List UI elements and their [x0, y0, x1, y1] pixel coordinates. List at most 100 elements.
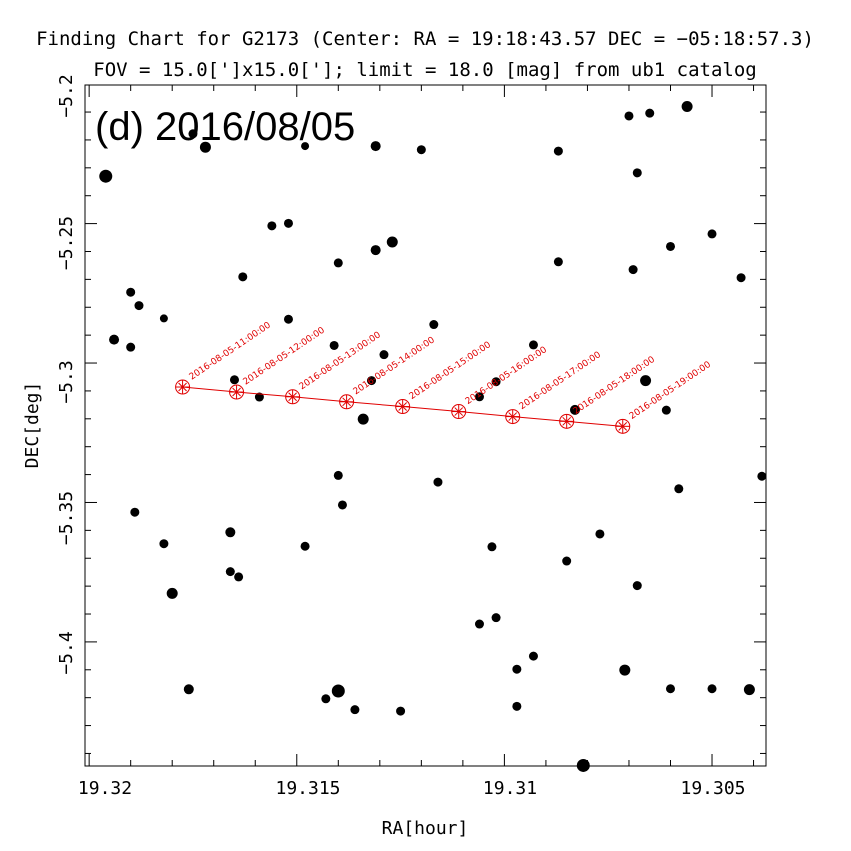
track-marker-crosshair	[288, 392, 297, 402]
star-point	[367, 376, 377, 386]
star-point	[357, 413, 369, 425]
object-track: 2016-08-05-11:00:002016-08-05-12:00:0020…	[175, 320, 713, 434]
star-point	[681, 100, 693, 112]
star-point	[736, 273, 746, 283]
star-point	[491, 613, 501, 623]
star-point	[491, 377, 501, 387]
star-point	[576, 758, 590, 772]
star-point	[99, 169, 113, 183]
star-point	[429, 320, 439, 330]
y-tick-label: −5.2	[56, 74, 77, 117]
star-point	[474, 619, 484, 629]
star-point	[433, 477, 443, 487]
star-point	[283, 314, 293, 324]
star-point	[619, 664, 631, 676]
star-point	[159, 539, 169, 549]
track-marker-crosshair	[508, 412, 518, 421]
y-tick-label: −5.4	[56, 631, 77, 674]
star-point	[225, 567, 235, 577]
star-point	[632, 168, 642, 178]
star-point	[300, 541, 310, 551]
x-tick-label: 19.32	[78, 778, 132, 799]
star-point	[229, 375, 239, 385]
axis-ticks	[85, 85, 766, 766]
star-point	[632, 581, 642, 591]
star-point	[396, 706, 406, 716]
star-point	[350, 705, 360, 715]
x-tick-label: 19.31	[483, 778, 537, 799]
track-marker-crosshair	[342, 397, 351, 407]
star-point	[512, 664, 522, 674]
star-point	[757, 471, 767, 481]
plot-frame	[84, 84, 767, 767]
star-point	[624, 111, 634, 121]
star-point	[665, 241, 675, 251]
x-axis-label: RA[hour]	[382, 818, 469, 839]
chart-title-line2: FOV = 15.0[']x15.0[']; limit = 18.0 [mag…	[93, 59, 756, 81]
star-point	[134, 301, 144, 311]
star-point	[283, 218, 293, 228]
star-point	[331, 684, 345, 698]
star-point	[159, 314, 168, 323]
star-field	[99, 100, 767, 772]
y-tick-label: −5.3	[56, 360, 77, 403]
star-point	[707, 684, 717, 694]
star-point	[238, 272, 248, 282]
star-point	[130, 507, 140, 517]
star-point	[333, 470, 343, 480]
star-point	[329, 340, 339, 350]
star-point	[199, 141, 211, 153]
star-point	[528, 340, 538, 350]
star-point	[254, 392, 264, 402]
track-marker-crosshair	[562, 416, 572, 426]
star-point	[379, 350, 389, 360]
star-point	[707, 229, 717, 239]
star-point	[674, 484, 684, 494]
star-point	[109, 334, 120, 345]
star-point	[183, 684, 194, 695]
star-point	[234, 572, 244, 582]
star-point	[126, 342, 136, 352]
star-point	[337, 500, 347, 510]
track-marker-crosshair	[454, 407, 464, 416]
star-point	[386, 236, 398, 248]
star-point	[553, 146, 563, 156]
star-point	[628, 265, 638, 275]
x-tick-label: 19.315	[275, 778, 340, 799]
star-point	[301, 142, 310, 151]
star-point	[416, 145, 426, 155]
star-point	[528, 651, 538, 661]
star-point	[743, 684, 755, 696]
y-tick-label: −5.35	[56, 491, 77, 545]
star-point	[553, 257, 563, 267]
star-point	[166, 587, 178, 599]
x-tick-label: 19.305	[680, 778, 745, 799]
star-point	[474, 392, 484, 402]
track-marker-crosshair	[232, 387, 241, 397]
star-point	[267, 221, 277, 231]
star-point	[562, 556, 572, 566]
star-point	[640, 375, 652, 387]
star-point	[645, 108, 655, 118]
star-point	[661, 405, 671, 415]
y-tick-label: −5.25	[56, 216, 77, 270]
star-point	[370, 245, 381, 256]
track-marker-crosshair	[398, 402, 408, 411]
star-point	[487, 542, 497, 552]
star-point	[569, 404, 580, 415]
star-point	[188, 129, 198, 139]
observation-date-label: (d) 2016/08/05	[95, 105, 355, 149]
chart-title-line1: Finding Chart for G2173 (Center: RA = 19…	[36, 28, 814, 50]
star-point	[225, 527, 236, 538]
star-point	[595, 529, 605, 539]
star-point	[321, 694, 331, 704]
star-point	[333, 258, 343, 268]
y-axis-label: DEC[deg]	[22, 382, 43, 469]
star-point	[512, 701, 522, 711]
track-marker-crosshair	[178, 382, 187, 392]
track-marker-crosshair	[618, 421, 628, 431]
star-point	[370, 141, 381, 152]
star-point	[126, 287, 136, 297]
star-point	[665, 684, 675, 694]
